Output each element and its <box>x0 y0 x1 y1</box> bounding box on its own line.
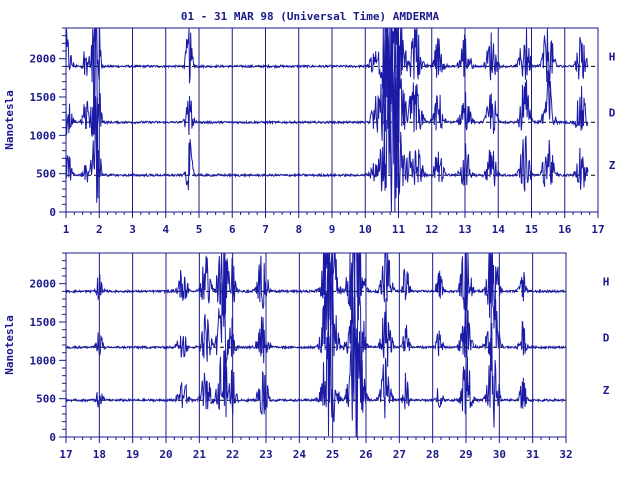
x-tick-label: 9 <box>329 223 336 236</box>
series-trace-h <box>65 252 565 326</box>
y-tick-label: 1000 <box>30 129 57 142</box>
x-tick-label: 6 <box>229 223 236 236</box>
series-trace-d <box>65 252 565 388</box>
x-tick-label: 13 <box>458 223 471 236</box>
x-tick-label: 16 <box>558 223 572 236</box>
x-tick-label: 4 <box>162 223 169 236</box>
y-axis-title: Nanotesla <box>3 315 16 375</box>
x-tick-label: 24 <box>293 448 307 461</box>
x-tick-label: 25 <box>326 448 339 461</box>
series-label-d: D <box>609 106 616 119</box>
y-tick-label: 2000 <box>30 278 57 291</box>
y-tick-label: 1500 <box>30 91 57 104</box>
x-tick-label: 31 <box>526 448 540 461</box>
series-label-h: H <box>603 275 610 288</box>
x-tick-label: 28 <box>426 448 439 461</box>
x-tick-label: 32 <box>559 448 572 461</box>
y-tick-label: 0 <box>49 206 56 219</box>
panel-upper: 1 2 3 4 5 6 7 8 9 10 11 12 13 14 15 16 17050010001500200… <box>3 27 616 236</box>
x-tick-label: 17 <box>591 223 604 236</box>
series-label-d: D <box>603 331 610 344</box>
x-tick-label: 8 <box>295 223 302 236</box>
series-label-z: Z <box>609 159 616 172</box>
x-tick-label: 5 <box>196 223 203 236</box>
y-tick-label: 2000 <box>30 53 57 66</box>
y-tick-label: 0 <box>49 431 56 444</box>
x-tick-label: 12 <box>425 223 438 236</box>
x-tick-label: 10 <box>359 223 372 236</box>
y-tick-label: 500 <box>36 168 56 181</box>
x-tick-label: 19 <box>126 448 139 461</box>
series-label-h: H <box>609 50 616 63</box>
panel-lower: 17 18 19 20 21 22 23 24 25 26 27 28 29 30 31 32 0 500 1000… <box>3 252 610 461</box>
x-tick-label: 3 <box>129 223 136 236</box>
x-tick-label: 2 <box>96 223 103 236</box>
y-axis-title: Nanotesla <box>3 90 16 150</box>
y-tick-label: 500 <box>36 393 56 406</box>
x-tick-label: 1 <box>63 223 70 236</box>
x-tick-label: 30 <box>493 448 506 461</box>
x-tick-label: 22 <box>226 448 239 461</box>
series-trace-z <box>65 57 589 213</box>
series-trace-h <box>65 27 589 113</box>
chart-title: 01 - 31 MAR 98 (Universal Time) AMDERMA <box>181 10 440 23</box>
x-tick-label: 11 <box>392 223 406 236</box>
series-label-z: Z <box>603 384 610 397</box>
x-tick-label: 26 <box>359 448 373 461</box>
x-tick-label: 23 <box>259 448 272 461</box>
x-tick-label: 7 <box>262 223 269 236</box>
x-tick-label: 15 <box>525 223 538 236</box>
y-tick-label: 1000 <box>30 354 57 367</box>
x-tick-label: 21 <box>193 448 207 461</box>
x-tick-label: 18 <box>93 448 106 461</box>
y-tick-label: 1500 <box>30 316 57 329</box>
x-tick-label: 17 <box>59 448 72 461</box>
x-tick-label: 27 <box>393 448 406 461</box>
x-tick-label: 20 <box>159 448 172 461</box>
x-tick-label: 29 <box>459 448 472 461</box>
series-trace-z <box>65 318 565 438</box>
series-trace-d <box>65 27 589 165</box>
x-tick-label: 14 <box>492 223 506 236</box>
